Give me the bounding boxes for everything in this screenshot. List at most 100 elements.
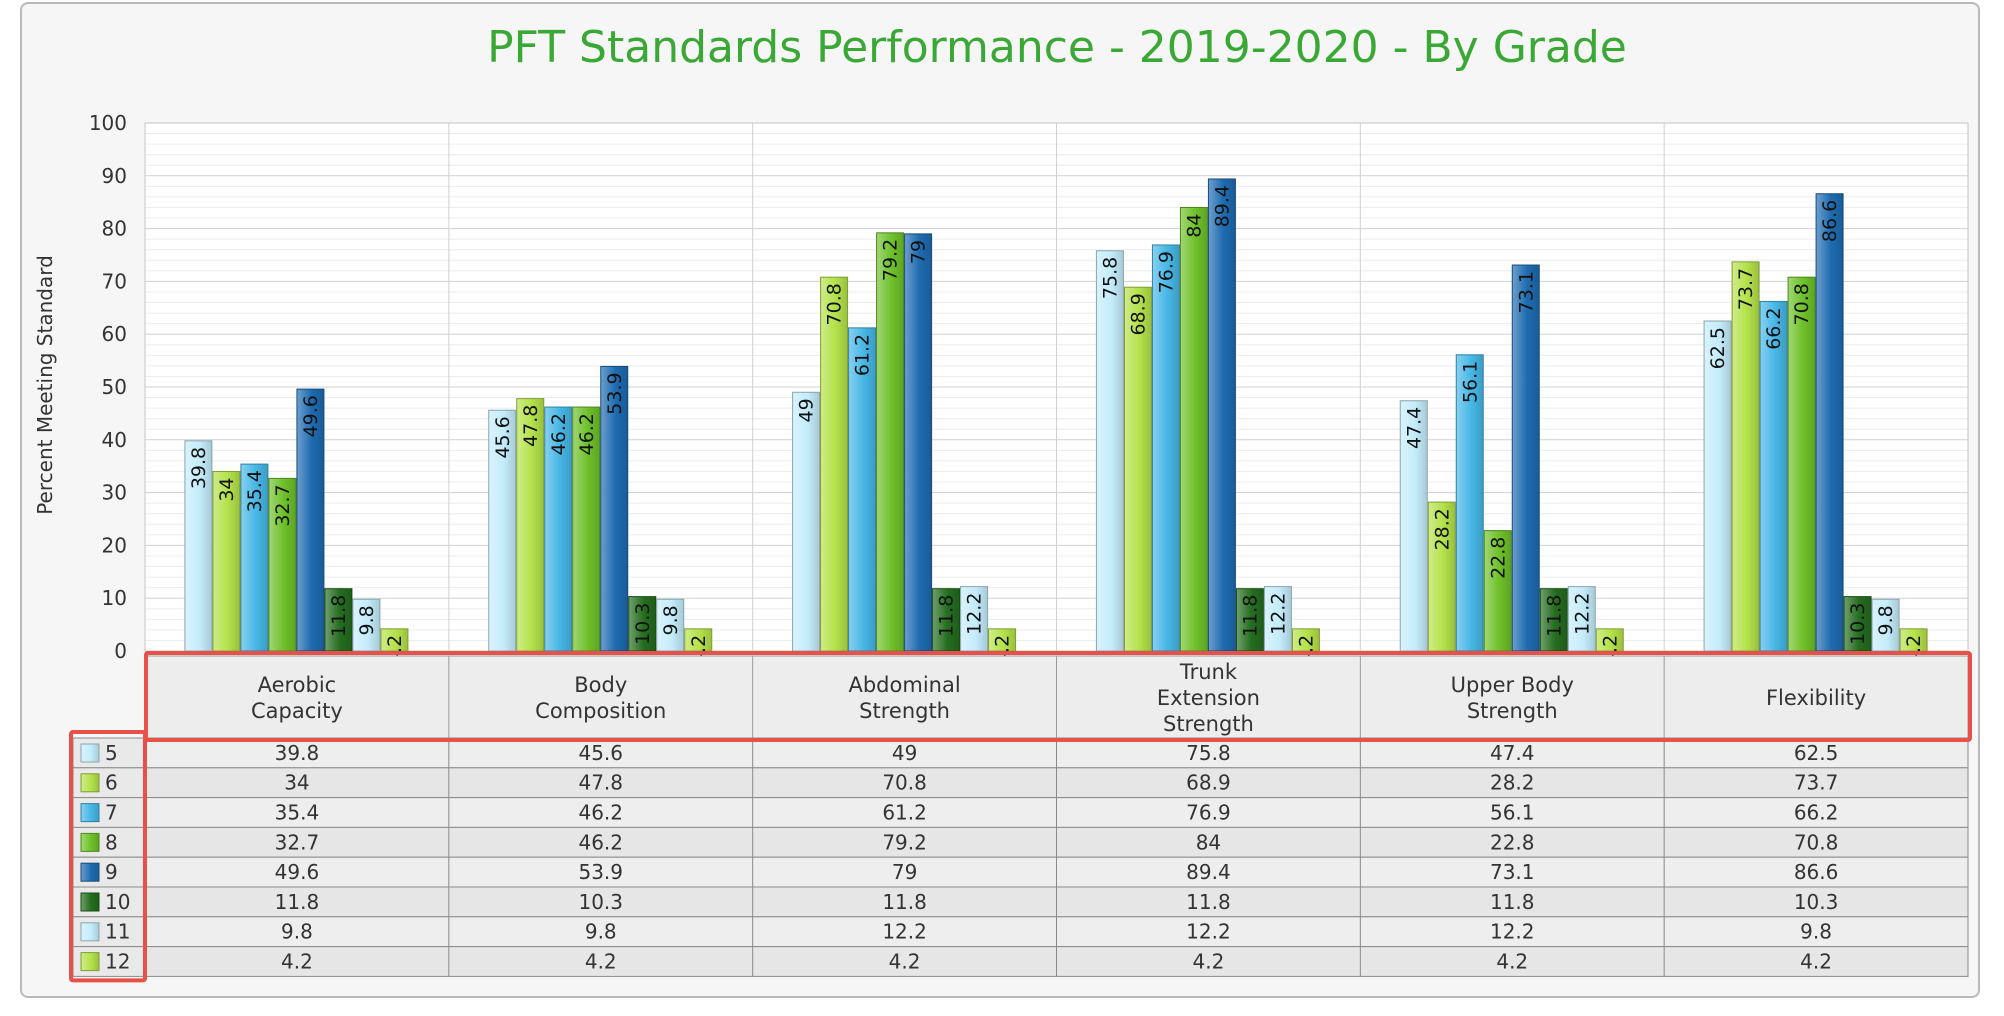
bar-value-label: 46.2 <box>548 413 570 455</box>
table-cell: 9.8 <box>1800 920 1832 944</box>
table-cell: 12.2 <box>882 920 927 944</box>
category-label: Strength <box>1163 712 1254 736</box>
table-cell: 11.8 <box>1490 890 1535 914</box>
category-label: Abdominal <box>848 673 960 697</box>
bar <box>184 440 213 652</box>
y-tick-label: 10 <box>102 586 127 610</box>
table-cell: 56.1 <box>1490 801 1535 825</box>
bar <box>628 596 657 652</box>
table-cell: 75.8 <box>1186 741 1231 765</box>
bar <box>960 586 989 652</box>
bar <box>1455 354 1484 652</box>
bar-value-label: 34 <box>216 477 238 501</box>
highlight-box-legend <box>69 730 147 983</box>
table-cell: 35.4 <box>275 801 320 825</box>
bar-value-label: 32.7 <box>272 484 294 526</box>
bar-value-label: 86.6 <box>1819 200 1841 242</box>
bar <box>1567 586 1596 652</box>
bar-value-label: 35.4 <box>244 470 266 512</box>
bar-value-label: 73.7 <box>1735 268 1757 310</box>
table-cell: 4.2 <box>281 950 313 974</box>
bar <box>1815 193 1844 652</box>
bar-value-label: 12.2 <box>1267 593 1289 635</box>
table-cell: 62.5 <box>1794 741 1839 765</box>
grid-layer: 0 10 20 30 40 50 60 70 80 90 100 <box>89 111 1969 663</box>
table-cell: 49 <box>892 741 917 765</box>
bar-value-label: 10.3 <box>632 603 654 645</box>
category-label: Strength <box>1467 699 1558 723</box>
table-cell: 79.2 <box>882 830 927 854</box>
table-cell: 4.2 <box>585 950 617 974</box>
legend-label: 7 <box>105 801 118 825</box>
bar <box>352 598 381 652</box>
bar <box>656 598 685 652</box>
y-tick-label: 70 <box>102 269 127 293</box>
bar <box>268 477 297 652</box>
bar-value-label: 9.8 <box>356 605 378 635</box>
y-tick-label: 40 <box>102 428 127 452</box>
bar-value-label: 22.8 <box>1487 537 1509 579</box>
bar <box>1151 244 1180 652</box>
table-cell: 47.4 <box>1490 741 1535 765</box>
table-cell: 10.3 <box>578 890 623 914</box>
category-label: Aerobic <box>258 673 337 697</box>
legend-swatch <box>80 803 100 823</box>
legend-swatch <box>80 922 100 942</box>
bar <box>1399 400 1428 652</box>
category-label: Capacity <box>251 699 343 723</box>
legend-swatch <box>80 952 100 972</box>
table-cell: 4.2 <box>1193 950 1225 974</box>
category-label: Composition <box>535 699 666 723</box>
bar <box>1123 286 1152 652</box>
table-cell: 68.9 <box>1186 771 1231 795</box>
legend-label: 9 <box>105 860 118 884</box>
bar <box>324 588 353 652</box>
bar-value-label: 75.8 <box>1099 257 1121 299</box>
table-cell: 76.9 <box>1186 801 1231 825</box>
bar <box>876 232 905 652</box>
y-tick-label: 50 <box>102 375 127 399</box>
legend-swatch <box>80 832 100 852</box>
legend-swatch <box>80 743 100 763</box>
bar <box>240 463 269 652</box>
table-cell: 11.8 <box>882 890 927 914</box>
bar-value-label: 79.2 <box>880 239 902 281</box>
table-cell: 46.2 <box>578 801 623 825</box>
table-cell: 73.7 <box>1794 771 1839 795</box>
bar-value-label: 79 <box>908 240 930 264</box>
highlight-box-categories <box>144 651 1972 742</box>
table-cell: 84 <box>1196 830 1221 854</box>
category-label: Strength <box>859 699 950 723</box>
bar-value-label: 76.9 <box>1155 251 1177 293</box>
bar-value-label: 61.2 <box>852 334 874 376</box>
legend-label: 6 <box>105 771 118 795</box>
bar-value-label: 66.2 <box>1763 307 1785 349</box>
bar-value-label: 73.1 <box>1515 271 1537 313</box>
category-label: Extension <box>1157 686 1260 710</box>
table-cell: 12.2 <box>1186 920 1231 944</box>
bar <box>544 406 573 652</box>
table-cell: 39.8 <box>275 741 320 765</box>
bar <box>600 365 629 652</box>
y-tick-label: 90 <box>102 164 127 188</box>
bar <box>904 233 933 652</box>
y-axis-label: Percent Meeting Standard <box>33 255 57 515</box>
highlight-layer <box>69 651 1972 983</box>
legend-label: 12 <box>105 950 130 974</box>
table-cell: 61.2 <box>882 801 927 825</box>
table-cell: 22.8 <box>1490 830 1535 854</box>
bar <box>848 327 877 652</box>
legend-label: 8 <box>105 830 118 854</box>
table-cell: 28.2 <box>1490 771 1535 795</box>
bar <box>1427 501 1456 652</box>
category-label: Flexibility <box>1766 686 1866 710</box>
table-cell: 79 <box>892 860 917 884</box>
table-cell: 12.2 <box>1490 920 1535 944</box>
table-cell: 10.3 <box>1794 890 1839 914</box>
table-cell: 9.8 <box>585 920 617 944</box>
bar-value-label: 89.4 <box>1211 185 1233 227</box>
bar-value-label: 62.5 <box>1707 327 1729 369</box>
table-cell: 11.8 <box>1186 890 1231 914</box>
legend-swatch <box>80 892 100 912</box>
bar <box>488 409 517 652</box>
